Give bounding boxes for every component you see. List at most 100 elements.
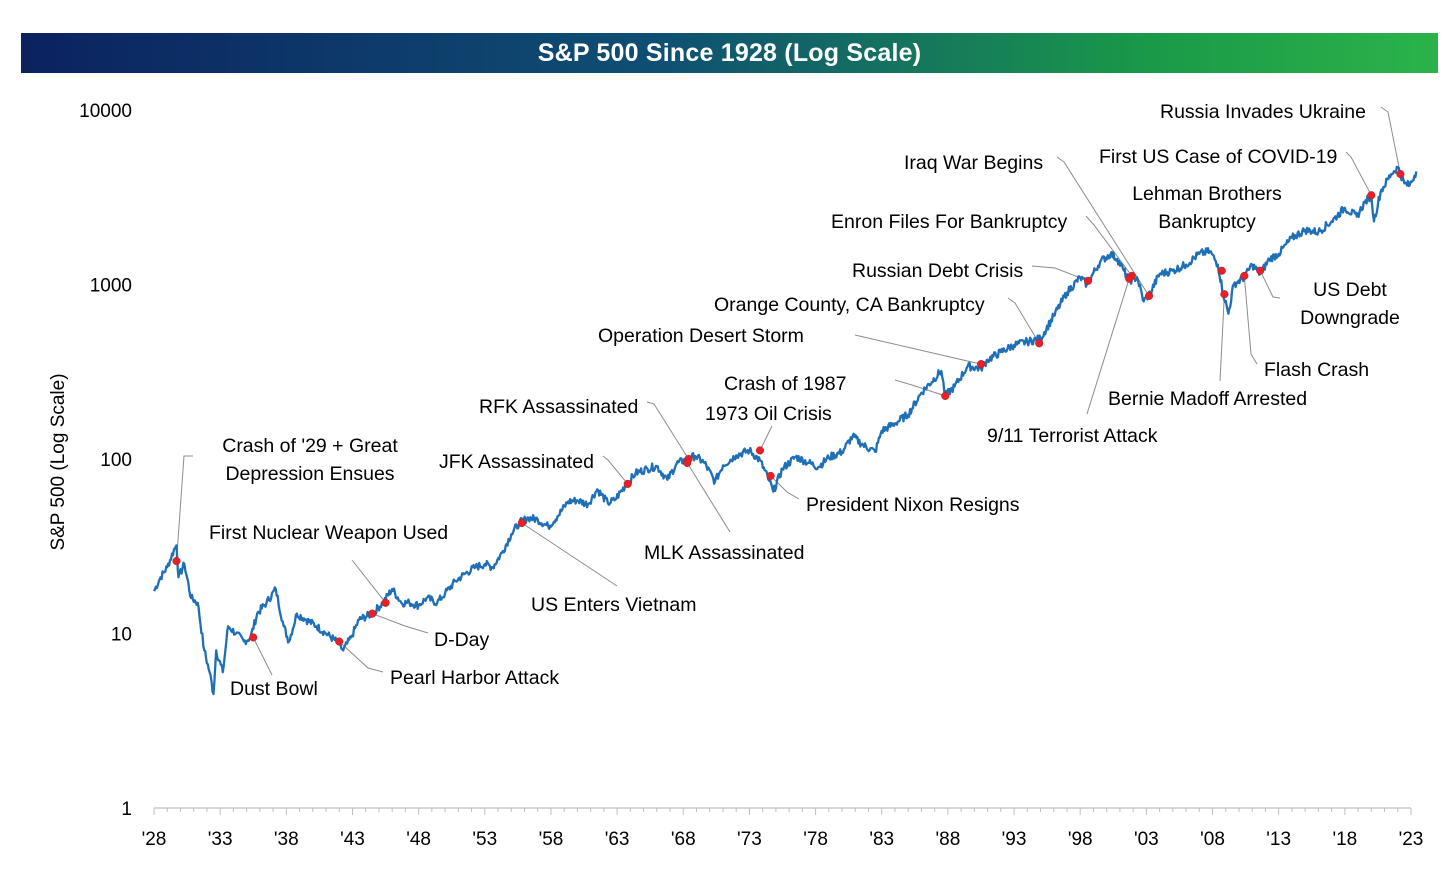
x-tick-label: '33	[208, 829, 233, 850]
chart-title: S&P 500 Since 1928 (Log Scale)	[537, 38, 922, 67]
annotation-leader-line	[176, 455, 193, 562]
event-marker	[517, 518, 526, 528]
event-marker	[941, 391, 950, 400]
event-marker	[1240, 271, 1249, 280]
series-layer	[152, 165, 1418, 696]
x-tick-label: '73	[737, 829, 762, 850]
x-tick-label: '88	[936, 829, 961, 850]
y-tick-label: 100	[100, 450, 132, 471]
y-axis-title: S&P 500 (Log Scale)	[48, 373, 69, 550]
event-label: First US Case of COVID-19	[1099, 146, 1337, 168]
annotation-leader-line	[646, 401, 690, 460]
event-label: Lehman Brothers Bankruptcy	[1132, 183, 1282, 233]
event-label: MLK Assassinated	[644, 542, 804, 564]
annotation-leader-line	[894, 379, 946, 397]
annotation-leader-line	[252, 637, 273, 676]
x-tick-label: '58	[539, 829, 564, 850]
annotation-leader-line	[521, 522, 618, 587]
event-marker	[1035, 339, 1044, 348]
event-label: Dust Bowl	[230, 678, 318, 700]
event-marker	[976, 360, 986, 369]
annotation-labels: Crash of '29 + Great Depression Ensues Dus…	[209, 101, 1400, 700]
y-tick-label: 10	[111, 625, 132, 646]
annotation-leader-line	[338, 641, 384, 673]
event-label-line: US Debt	[1313, 279, 1387, 301]
event-label: Bernie Madoff Arrested	[1108, 388, 1307, 410]
x-tick-label: '53	[472, 829, 497, 850]
x-tick-label: '08	[1200, 829, 1225, 850]
sp500-series-line	[152, 165, 1418, 696]
event-marker	[683, 458, 692, 467]
event-marker	[1367, 191, 1376, 200]
annotation-leader-line	[1243, 275, 1258, 365]
x-tick-label: '03	[1134, 829, 1159, 850]
event-marker	[1144, 291, 1154, 300]
event-label: Iraq War Begins	[904, 152, 1043, 174]
event-label-line: Downgrade	[1300, 307, 1400, 329]
annotation-leader-line	[1007, 297, 1040, 344]
event-label: US Debt Downgrade	[1300, 279, 1400, 329]
event-markers	[172, 169, 1405, 646]
x-tick-label: '23	[1399, 829, 1424, 850]
x-tick-label: '93	[1002, 829, 1027, 850]
x-tick-label: '78	[803, 829, 828, 850]
annotation-leader-line	[1086, 278, 1130, 415]
y-tick-label: 1	[121, 799, 132, 820]
annotation-leader-line	[1380, 106, 1401, 175]
event-marker	[335, 637, 344, 646]
y-tick-label: 1000	[90, 276, 132, 297]
event-marker	[1217, 266, 1226, 275]
event-label: US Enters Vietnam	[531, 594, 696, 616]
annotation-leader-line	[1345, 151, 1372, 196]
event-marker	[623, 479, 632, 488]
x-tick-label: '18	[1332, 829, 1357, 850]
annotation-leader-line	[1056, 156, 1150, 297]
event-marker	[249, 633, 258, 642]
event-label: Enron Files For Bankruptcy	[831, 211, 1068, 233]
annotation-leader-line	[1085, 215, 1133, 277]
event-label: D-Day	[434, 629, 490, 651]
x-tick-label: '43	[340, 829, 365, 850]
annotation-leader-line	[1219, 294, 1225, 382]
event-label: 1973 Oil Crisis	[705, 403, 832, 425]
annotation-leader-line	[1031, 265, 1089, 282]
event-label-line: Crash of '29 + Great	[222, 435, 398, 457]
y-axis-ticks: 10000 1000 100 10 1	[79, 101, 132, 820]
event-label: JFK Assassinated	[439, 451, 594, 473]
chart-title-banner: S&P 500 Since 1928 (Log Scale)	[21, 33, 1438, 73]
x-tick-label: '13	[1266, 829, 1291, 850]
annotation-leader-line	[1259, 270, 1281, 299]
event-label-line: Lehman Brothers	[1132, 183, 1282, 205]
annotation-leader-line	[686, 462, 731, 533]
event-label: Pearl Harbor Attack	[390, 667, 559, 689]
event-marker	[766, 471, 775, 480]
annotation-leaders	[176, 106, 1401, 676]
event-label: First Nuclear Weapon Used	[209, 522, 448, 544]
event-marker	[1220, 290, 1229, 299]
event-label: Russia Invades Ukraine	[1160, 101, 1366, 123]
event-label-line: Depression Ensues	[225, 463, 394, 485]
event-label: 9/11 Terrorist Attack	[987, 425, 1158, 447]
annotation-leader-line	[372, 613, 429, 634]
x-tick-label: '28	[142, 829, 167, 850]
event-label: Crash of 1987	[724, 373, 847, 395]
event-label: Operation Desert Storm	[598, 325, 804, 347]
event-label: Flash Crash	[1264, 359, 1369, 381]
x-tick-label: '48	[406, 829, 431, 850]
annotation-leader-line	[602, 455, 629, 485]
event-label: Crash of '29 + Great Depression Ensues	[222, 435, 398, 485]
annotation-leader-line	[759, 425, 773, 451]
x-tick-label: '83	[869, 829, 894, 850]
x-tick-label: '98	[1068, 829, 1093, 850]
event-label: President Nixon Resigns	[806, 494, 1020, 516]
event-marker	[1256, 266, 1265, 275]
x-tick-label: '38	[274, 829, 299, 850]
event-marker	[368, 609, 377, 618]
annotation-leader-line	[854, 334, 982, 365]
event-label: Russian Debt Crisis	[852, 260, 1023, 282]
event-marker	[172, 557, 181, 566]
event-marker	[381, 598, 390, 607]
event-label-line: Bankruptcy	[1158, 211, 1256, 233]
y-tick-label: 10000	[79, 101, 132, 122]
event-marker	[1084, 276, 1093, 285]
